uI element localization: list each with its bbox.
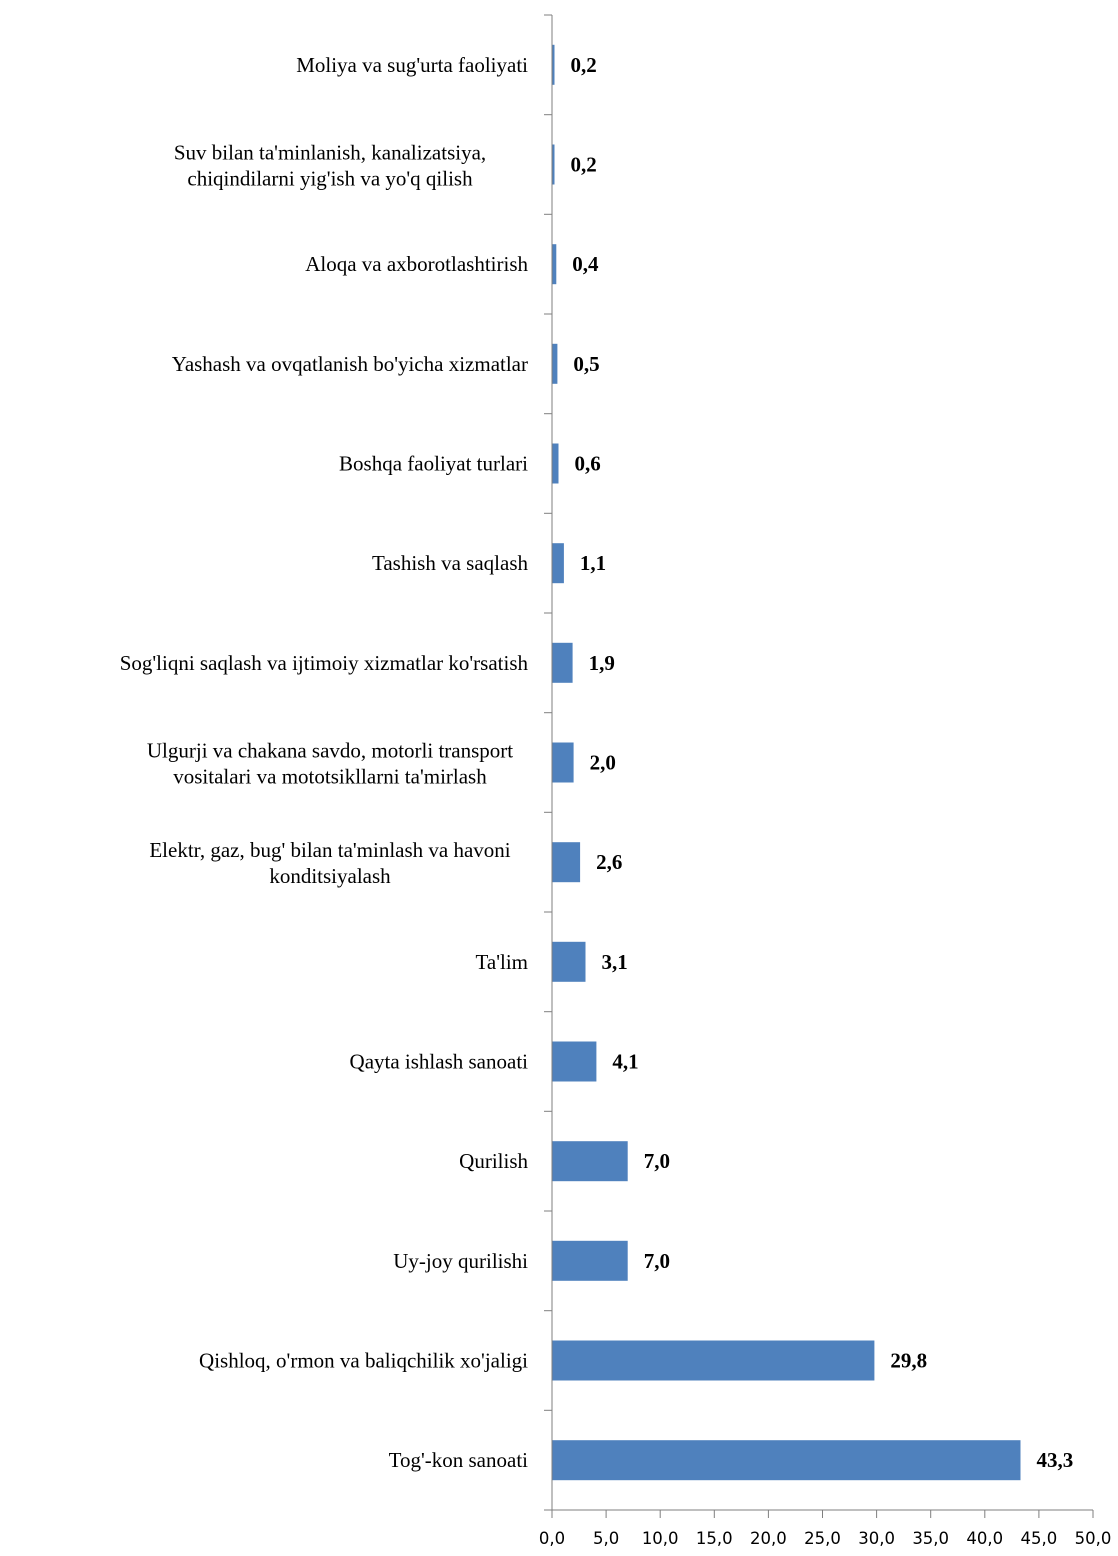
data-label: 29,8 [890,1349,927,1373]
category-label: Qishloq, o'rmon va baliqchilik xo'jaligi [199,1349,528,1373]
value-labels-group: 0,2 0,2 0,4 0,5 0,6 1,1 1,9 2,0 2,6 3,1 4,1 7,0 7,0 2… [571,53,1074,1472]
category-label: Tog'-kon sanoati [389,1448,529,1472]
bar [552,642,573,683]
data-label: 43,3 [1037,1448,1074,1472]
bar [552,244,557,285]
x-tick-label: 40,0 [966,1529,1003,1548]
data-label: 2,0 [590,751,616,775]
data-label: 0,5 [573,352,599,376]
data-label: 0,2 [571,153,597,177]
category-label: Moliya va sug'urta faoliyati [296,53,528,77]
bar [552,144,555,185]
bar [552,443,559,484]
category-label: Ta'lim [476,950,528,974]
category-label: Aloqa va axborotlashtirish [305,252,528,276]
bar [552,343,558,384]
category-label: Elektr, gaz, bug' bilan ta'minlash va ha… [149,838,510,888]
category-labels-group: Moliya va sug'urta faoliyati Suv bilan ta… [120,53,529,1472]
category-label: Uy-joy qurilishi [393,1249,528,1273]
data-label: 1,1 [580,551,606,575]
bars-group [552,44,1021,1481]
category-label: Qayta ishlash sanoati [350,1050,529,1074]
x-tick-label: 30,0 [858,1529,895,1548]
x-tick-label: 10,0 [642,1529,679,1548]
data-label: 1,9 [589,651,615,675]
category-label: Tashish va saqlash [372,551,529,575]
data-label: 7,0 [644,1249,670,1273]
data-label: 2,6 [596,850,622,874]
x-tick-label: 15,0 [696,1529,733,1548]
bar [552,1141,628,1182]
bar [552,543,564,584]
x-tick-label: 25,0 [804,1529,841,1548]
category-label: Qurilish [459,1149,528,1173]
category-label: Boshqa faoliyat turlari [339,452,528,476]
x-tick-label: 20,0 [750,1529,787,1548]
data-label: 0,2 [571,53,597,77]
category-label: Ulgurji va chakana savdo, motorli transp… [147,739,513,789]
x-tick-label: 35,0 [912,1529,949,1548]
x-tick-label: 5,0 [593,1529,619,1548]
bar [552,44,555,85]
x-tick-label: 50,0 [1075,1529,1112,1548]
x-tick-label: 45,0 [1021,1529,1058,1548]
bar [552,1440,1021,1481]
data-label: 4,1 [612,1050,638,1074]
bar [552,1041,597,1082]
data-label: 7,0 [644,1149,670,1173]
bar [552,742,574,783]
axes-group: 0,0 5,0 10,0 15,0 20,0 25,0 30,0 35,0 40,0 45,0 50… [539,14,1112,1548]
category-label: Yashash va ovqatlanish bo'yicha xizmatla… [172,352,528,376]
bar [552,1340,875,1381]
category-label: Suv bilan ta'minlanish, kanalizatsiya, ch… [174,141,486,191]
bar [552,941,586,982]
bar [552,1240,628,1281]
x-tick-label: 0,0 [539,1529,565,1548]
data-label: 0,4 [572,252,599,276]
data-label: 0,6 [575,452,601,476]
bar [552,842,581,883]
data-label: 3,1 [602,950,628,974]
category-label: Sog'liqni saqlash va ijtimoiy xizmatlar … [120,651,529,675]
